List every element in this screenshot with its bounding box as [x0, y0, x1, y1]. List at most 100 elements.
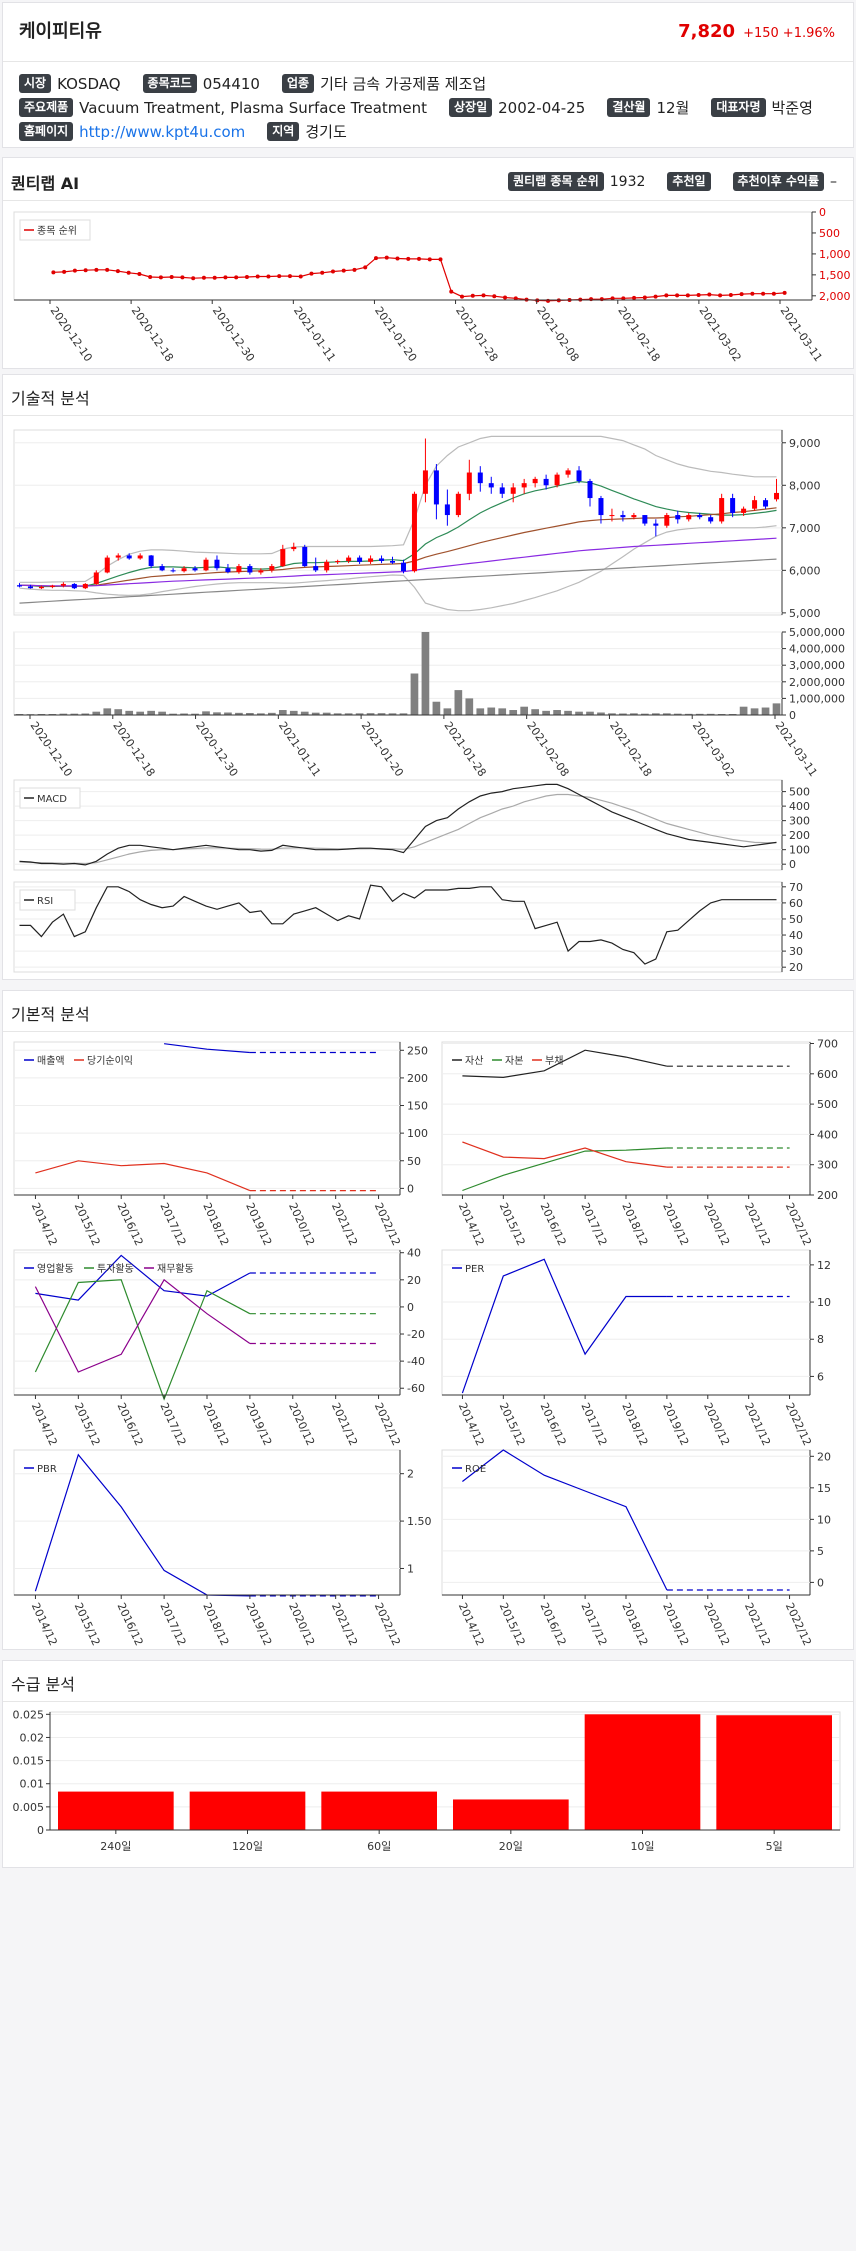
candle-body	[38, 586, 44, 589]
bollinger-upper	[19, 435, 777, 583]
macd-chart-frame	[13, 779, 783, 871]
rank-chart-x-tick-label: 2021-01-28	[453, 304, 500, 364]
candle-body	[291, 546, 297, 550]
volume-bar	[432, 701, 441, 715]
volume-bar	[750, 708, 759, 715]
fund_cash-y-tick-label: 20	[407, 1274, 421, 1287]
candle-body	[587, 481, 593, 499]
fund_roe-legend-label: ROE	[465, 1464, 486, 1475]
supply-y-tick-label: 0.02	[20, 1731, 45, 1744]
candle-body	[521, 483, 527, 488]
rank-line-point	[62, 269, 67, 274]
rank-line-point	[384, 255, 389, 260]
fund_sales-x-tick-label: 2016/12	[115, 1201, 146, 1248]
candle-body	[269, 566, 275, 571]
volume-bar	[59, 713, 68, 715]
candle-body	[708, 517, 714, 522]
volume-bar	[267, 712, 276, 715]
rank-chart-x-tick-label: 2021-02-18	[615, 304, 662, 364]
fund_per-x-tick-label: 2014/12	[456, 1401, 487, 1448]
fund_roe-x-tick-label: 2021/12	[742, 1601, 773, 1648]
fund_pbr-x-tick-label: 2022/12	[372, 1601, 403, 1648]
moving-average-4	[19, 558, 777, 604]
ai-card: 퀀티랩 AI 퀀티랩 종목 순위 1932 추천일 추천이후 수익률 –	[2, 157, 854, 369]
rank-line-point	[373, 256, 378, 261]
volume-chart-frame	[13, 631, 783, 716]
rank-line-point	[406, 256, 411, 261]
fund_per-x-tick-label: 2021/12	[742, 1401, 773, 1448]
rec-return-value: –	[830, 173, 837, 190]
volume-bar	[630, 713, 638, 715]
fund_roe-line-1	[462, 1449, 668, 1591]
fund_sales-y-tick-label: 150	[407, 1100, 428, 1113]
volume-chart-x-tick-label: 2021-03-02	[690, 719, 737, 779]
rank-chart-y-tick-label: 1,000	[819, 248, 851, 261]
fund_assets-y-tick-label: 700	[817, 1038, 838, 1051]
macd-chart-y-tick-label: 100	[789, 844, 810, 857]
rsi-legend-label: RSI	[37, 896, 53, 907]
volume-bar	[191, 713, 199, 715]
fund_pbr-x-tick-label: 2018/12	[200, 1601, 231, 1648]
volume-bar	[224, 712, 232, 715]
fund_sales-x-tick-label: 2018/12	[200, 1201, 231, 1248]
volume-bar	[673, 713, 682, 715]
fund_assets-y-tick-label: 200	[817, 1189, 838, 1202]
moving-average-3	[19, 537, 777, 587]
rank-line-point	[298, 274, 303, 279]
rank-line-point	[51, 270, 56, 275]
rank-line-point	[771, 291, 776, 296]
rank-chart-x-tick-label: 2020-12-30	[210, 304, 257, 364]
rank-line-point	[761, 291, 766, 296]
rank-line-point	[718, 293, 723, 298]
volume-chart-y-tick-label: 0	[789, 709, 796, 722]
homepage-link[interactable]: http://www.kpt4u.com	[79, 122, 246, 141]
candle-body	[49, 585, 55, 587]
candle-body	[719, 498, 725, 522]
rank-line-point	[395, 256, 400, 261]
macd-legend-label: MACD	[37, 794, 67, 805]
candle-body	[763, 500, 769, 507]
volume-bar	[311, 712, 320, 715]
rank-line-point	[330, 269, 335, 274]
rank-line-point	[169, 274, 174, 279]
candle-body	[686, 515, 692, 520]
macd-chart-y-tick-label: 200	[789, 829, 810, 842]
rank-line-point	[513, 296, 518, 301]
candle-body	[203, 559, 209, 571]
price-change: +150	[743, 26, 779, 41]
ceo-value: 박준영	[771, 99, 813, 117]
volume-bar	[125, 710, 134, 715]
fund_per-y-tick-label: 8	[817, 1333, 824, 1346]
candle-body	[60, 583, 66, 586]
price-box: 7,820 +150 +1.96%	[678, 21, 835, 42]
supply-x-tick-label: 5일	[766, 1839, 783, 1853]
rank-line-point	[212, 275, 217, 280]
fund_cash-y-tick-label: 40	[407, 1247, 421, 1260]
candle-body	[477, 472, 483, 484]
volume-bar	[498, 708, 507, 715]
volume-bar	[92, 711, 101, 715]
rank-line-point	[685, 293, 690, 298]
candle-body	[565, 470, 571, 475]
fund_cash-x-tick-label: 2017/12	[157, 1401, 188, 1448]
market-badge: 시장	[19, 74, 52, 93]
candle-body	[422, 470, 428, 494]
volume-bar	[454, 690, 463, 715]
fund_roe-y-tick-label: 15	[817, 1482, 831, 1495]
rank-line-point	[728, 292, 733, 297]
volume-bar	[531, 709, 539, 715]
fund_per-y-tick-label: 10	[817, 1296, 831, 1309]
rank-line-point	[750, 291, 755, 296]
volume-bar	[706, 713, 715, 715]
fund_assets-x-tick-label: 2022/12	[783, 1201, 814, 1248]
fund_roe-x-tick-label: 2020/12	[701, 1601, 732, 1648]
volume-chart-x-tick-label: 2021-01-28	[441, 719, 488, 779]
fund_cash-line-3	[34, 1278, 251, 1373]
candle-body	[247, 566, 253, 573]
fund_sales-x-tick-label: 2020/12	[286, 1201, 317, 1248]
candle-body	[148, 555, 154, 567]
volume-bar	[202, 711, 210, 715]
supply-bar	[453, 1799, 569, 1830]
volume-bar	[608, 713, 616, 715]
rank-line-point	[675, 293, 680, 298]
